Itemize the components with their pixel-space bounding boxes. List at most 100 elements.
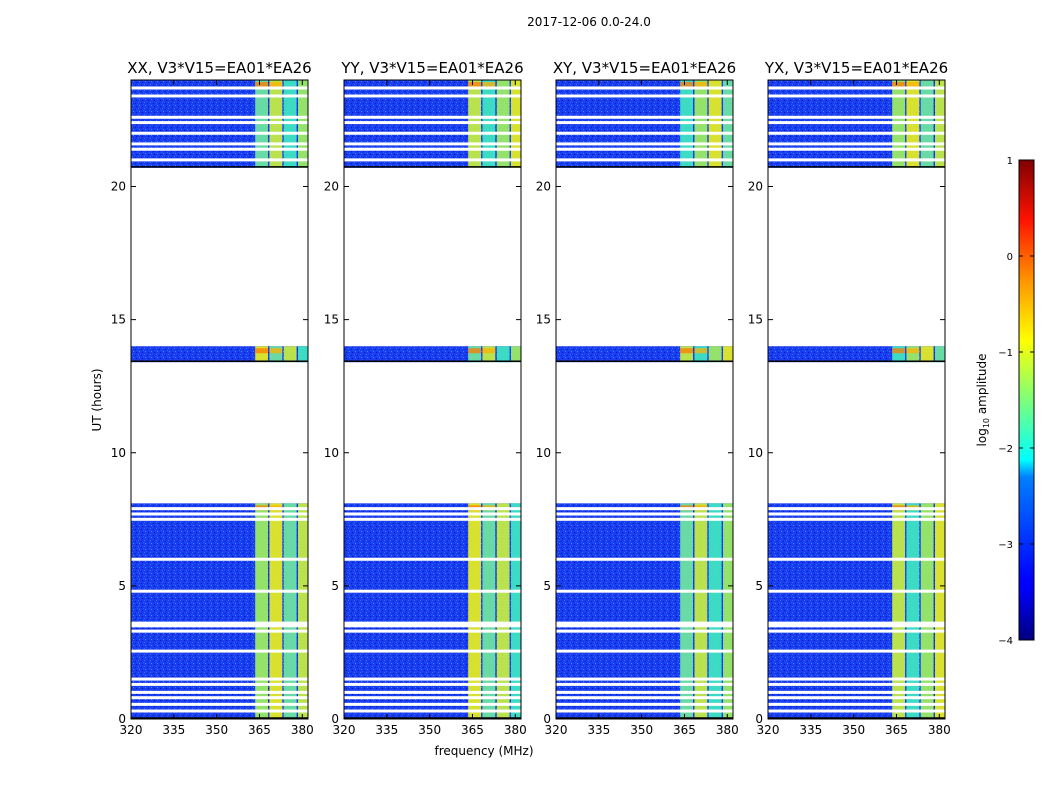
- axes-frame: [767, 79, 946, 720]
- band-highlight: [255, 348, 269, 354]
- flag-gap: [344, 649, 521, 653]
- flag-gap: [556, 115, 733, 119]
- x-tick-label: 350: [205, 723, 228, 737]
- flag-gap: [131, 709, 308, 713]
- flag-gap: [344, 702, 521, 706]
- flag-gap: [344, 696, 521, 700]
- flag-gap: [344, 557, 521, 561]
- flag-gap: [344, 512, 521, 516]
- y-tick-label: 0: [755, 712, 763, 726]
- y-tick-label: 15: [324, 313, 339, 327]
- rfi-band: [920, 503, 934, 719]
- flag-gap: [344, 507, 521, 511]
- flag-gap: [556, 557, 733, 561]
- x-tick-label: 365: [673, 723, 696, 737]
- band-highlight: [468, 82, 482, 87]
- flag-gap: [131, 507, 308, 511]
- flag-gap: [768, 557, 945, 561]
- rfi-band: [496, 503, 510, 719]
- suptitle: 2017-12-06 0.0-24.0: [527, 15, 651, 29]
- y-tick-label: 15: [536, 313, 551, 327]
- flag-gap: [556, 158, 733, 162]
- rfi-band: [708, 503, 722, 719]
- rfi-band: [468, 503, 482, 719]
- flag-gap: [131, 517, 308, 521]
- flag-gap: [556, 621, 733, 625]
- flag-gap: [768, 115, 945, 119]
- axes-frame: [130, 79, 309, 720]
- flag-gap: [344, 624, 521, 628]
- y-tick-label: 15: [748, 313, 763, 327]
- x-tick-label: 365: [248, 723, 271, 737]
- band-highlight: [906, 82, 920, 87]
- y-tick-label: 5: [118, 579, 126, 593]
- rfi-band: [920, 346, 934, 363]
- flag-gap: [768, 142, 945, 146]
- panel-title: XY, V3*V15=EA01*EA26: [553, 59, 736, 77]
- colorbar-tick-label: 0: [1007, 252, 1013, 263]
- flag-gap: [768, 677, 945, 681]
- rfi-band: [269, 503, 283, 719]
- flag-gap: [556, 677, 733, 681]
- panel-xy: XY, V3*V15=EA01*EA26 320 335 350 365 380 0 5 10 1…: [536, 59, 739, 737]
- band-highlight: [269, 348, 283, 354]
- flag-gap: [768, 121, 945, 125]
- flag-gap: [556, 589, 733, 593]
- flag-gap: [131, 142, 308, 146]
- flag-gap: [768, 507, 945, 511]
- band-highlight: [269, 82, 283, 87]
- rfi-band: [723, 503, 733, 719]
- rfi-band: [723, 346, 733, 363]
- y-tick-label: 0: [331, 712, 339, 726]
- colorbar-tick-label: −2: [998, 444, 1013, 455]
- y-tick-label: 15: [111, 313, 126, 327]
- band-highlight: [680, 82, 694, 87]
- band-highlight: [892, 348, 906, 354]
- flag-gap: [131, 115, 308, 119]
- flag-gap: [556, 512, 733, 516]
- colorbar: log10 amplitude −4 −3 −2 −1 0 1: [975, 156, 1035, 647]
- flag-gap: [768, 682, 945, 686]
- flag-gap: [131, 131, 308, 135]
- flag-gap: [344, 709, 521, 713]
- flag-gap: [768, 589, 945, 593]
- y-tick-label: 20: [324, 180, 339, 194]
- flag-gap: [768, 158, 945, 162]
- flag-gap: [556, 702, 733, 706]
- band-highlight: [468, 348, 482, 354]
- flag-gap: [131, 621, 308, 625]
- rfi-band: [298, 503, 308, 719]
- flag-gap: [131, 147, 308, 151]
- flag-gap: [131, 649, 308, 653]
- flag-gap: [768, 629, 945, 633]
- panel-title: YX, V3*V15=EA01*EA26: [764, 59, 948, 77]
- x-tick-label: 335: [162, 723, 185, 737]
- flag-gap: [131, 512, 308, 516]
- x-tick-label: 365: [885, 723, 908, 737]
- y-tick-label: 20: [748, 180, 763, 194]
- x-tick-label: 350: [842, 723, 865, 737]
- y-axis-label: UT (hours): [90, 368, 104, 431]
- band-highlight: [694, 82, 708, 87]
- y-tick-label: 10: [324, 446, 339, 460]
- y-tick-label: 20: [536, 180, 551, 194]
- x-tick-label: 320: [120, 723, 143, 737]
- rfi-band: [892, 503, 906, 719]
- colorbar-tick-label: −4: [998, 636, 1013, 647]
- flag-gap: [768, 690, 945, 694]
- flag-gap: [344, 621, 521, 625]
- band-highlight: [906, 348, 920, 354]
- flag-gap: [344, 131, 521, 135]
- flag-gap: [556, 121, 733, 125]
- flag-gap: [344, 629, 521, 633]
- flag-gap: [768, 696, 945, 700]
- x-tick-label: 335: [587, 723, 610, 737]
- flag-gap: [768, 621, 945, 625]
- x-tick-label: 380: [504, 723, 527, 737]
- flag-gap: [131, 696, 308, 700]
- colorbar-tick-label: −3: [998, 540, 1013, 551]
- flag-gap: [344, 677, 521, 681]
- panel-title: YY, V3*V15=EA01*EA26: [340, 59, 523, 77]
- y-tick-label: 5: [331, 579, 339, 593]
- rfi-band: [496, 346, 510, 363]
